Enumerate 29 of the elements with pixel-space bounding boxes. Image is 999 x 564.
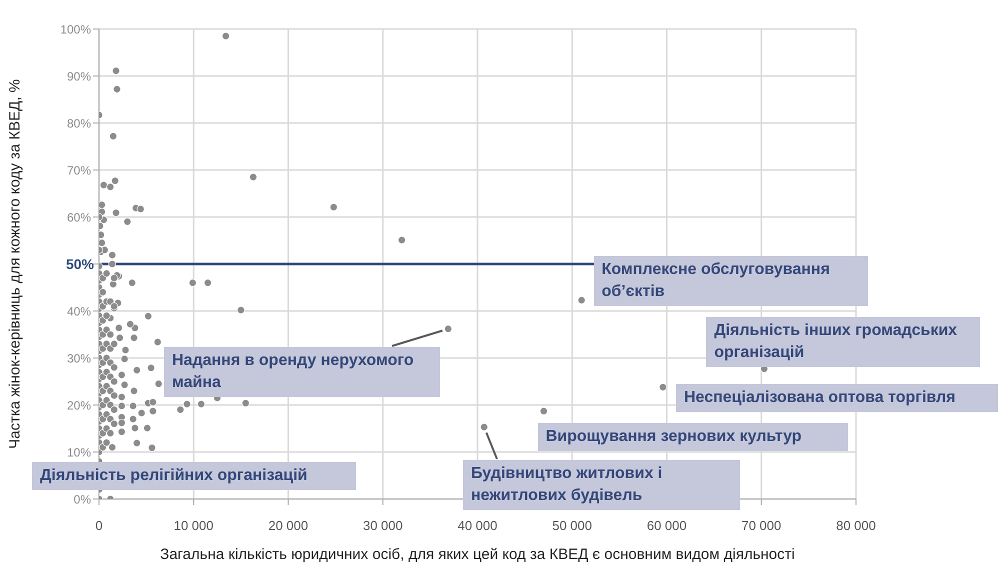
x-tick-label: 80 000 — [836, 518, 876, 534]
x-tick-label: 10 000 — [174, 518, 214, 534]
label-box: Будівництво житлових і нежитлових будівель — [463, 460, 740, 510]
y-tick-label: 60% — [66, 210, 92, 224]
label-box: Діяльність релігійних організацій — [32, 462, 356, 490]
y-tick-label: 40% — [66, 304, 92, 318]
label-box: Комплексне обслуговування об’єктів — [594, 256, 868, 306]
x-tick-label: 30 000 — [362, 518, 403, 534]
x-axis-title: Загальна кількість юридичних осіб, для яких цей код за КВЕД є основним видом діяльності — [160, 546, 795, 563]
x-tick-label: 0 — [95, 518, 103, 534]
label-box: Вирощування зернових культур — [538, 423, 848, 452]
y-tick-label: 30% — [66, 351, 92, 366]
y-tick-label: 0% — [74, 492, 92, 506]
y-tick-label: 70% — [66, 163, 92, 178]
label-box: Діяльність інших громадських організацій — [706, 316, 980, 367]
label-box: Надання в оренду нерухомого майна — [164, 347, 440, 397]
x-tick-label: 70 000 — [741, 518, 782, 534]
y-axis-title: Частка жінок-керівниць для кожного коду за КВЕД, % — [6, 79, 24, 449]
x-tick-label: 20 000 — [268, 518, 308, 534]
label-box: Неспеціалізована оптова торгівля — [676, 384, 998, 412]
y-tick-label: 10% — [66, 445, 92, 460]
y-tick-label: 90% — [66, 69, 92, 84]
x-tick-label: 60 000 — [646, 518, 687, 534]
y-tick-label: 80% — [66, 116, 92, 130]
ref-line-label: 50% — [66, 256, 95, 272]
y-tick-label: 100% — [60, 22, 92, 36]
y-tick-label: 20% — [66, 398, 92, 412]
x-tick-label: 50 000 — [552, 518, 592, 534]
x-tick-label: 40 000 — [458, 518, 498, 534]
